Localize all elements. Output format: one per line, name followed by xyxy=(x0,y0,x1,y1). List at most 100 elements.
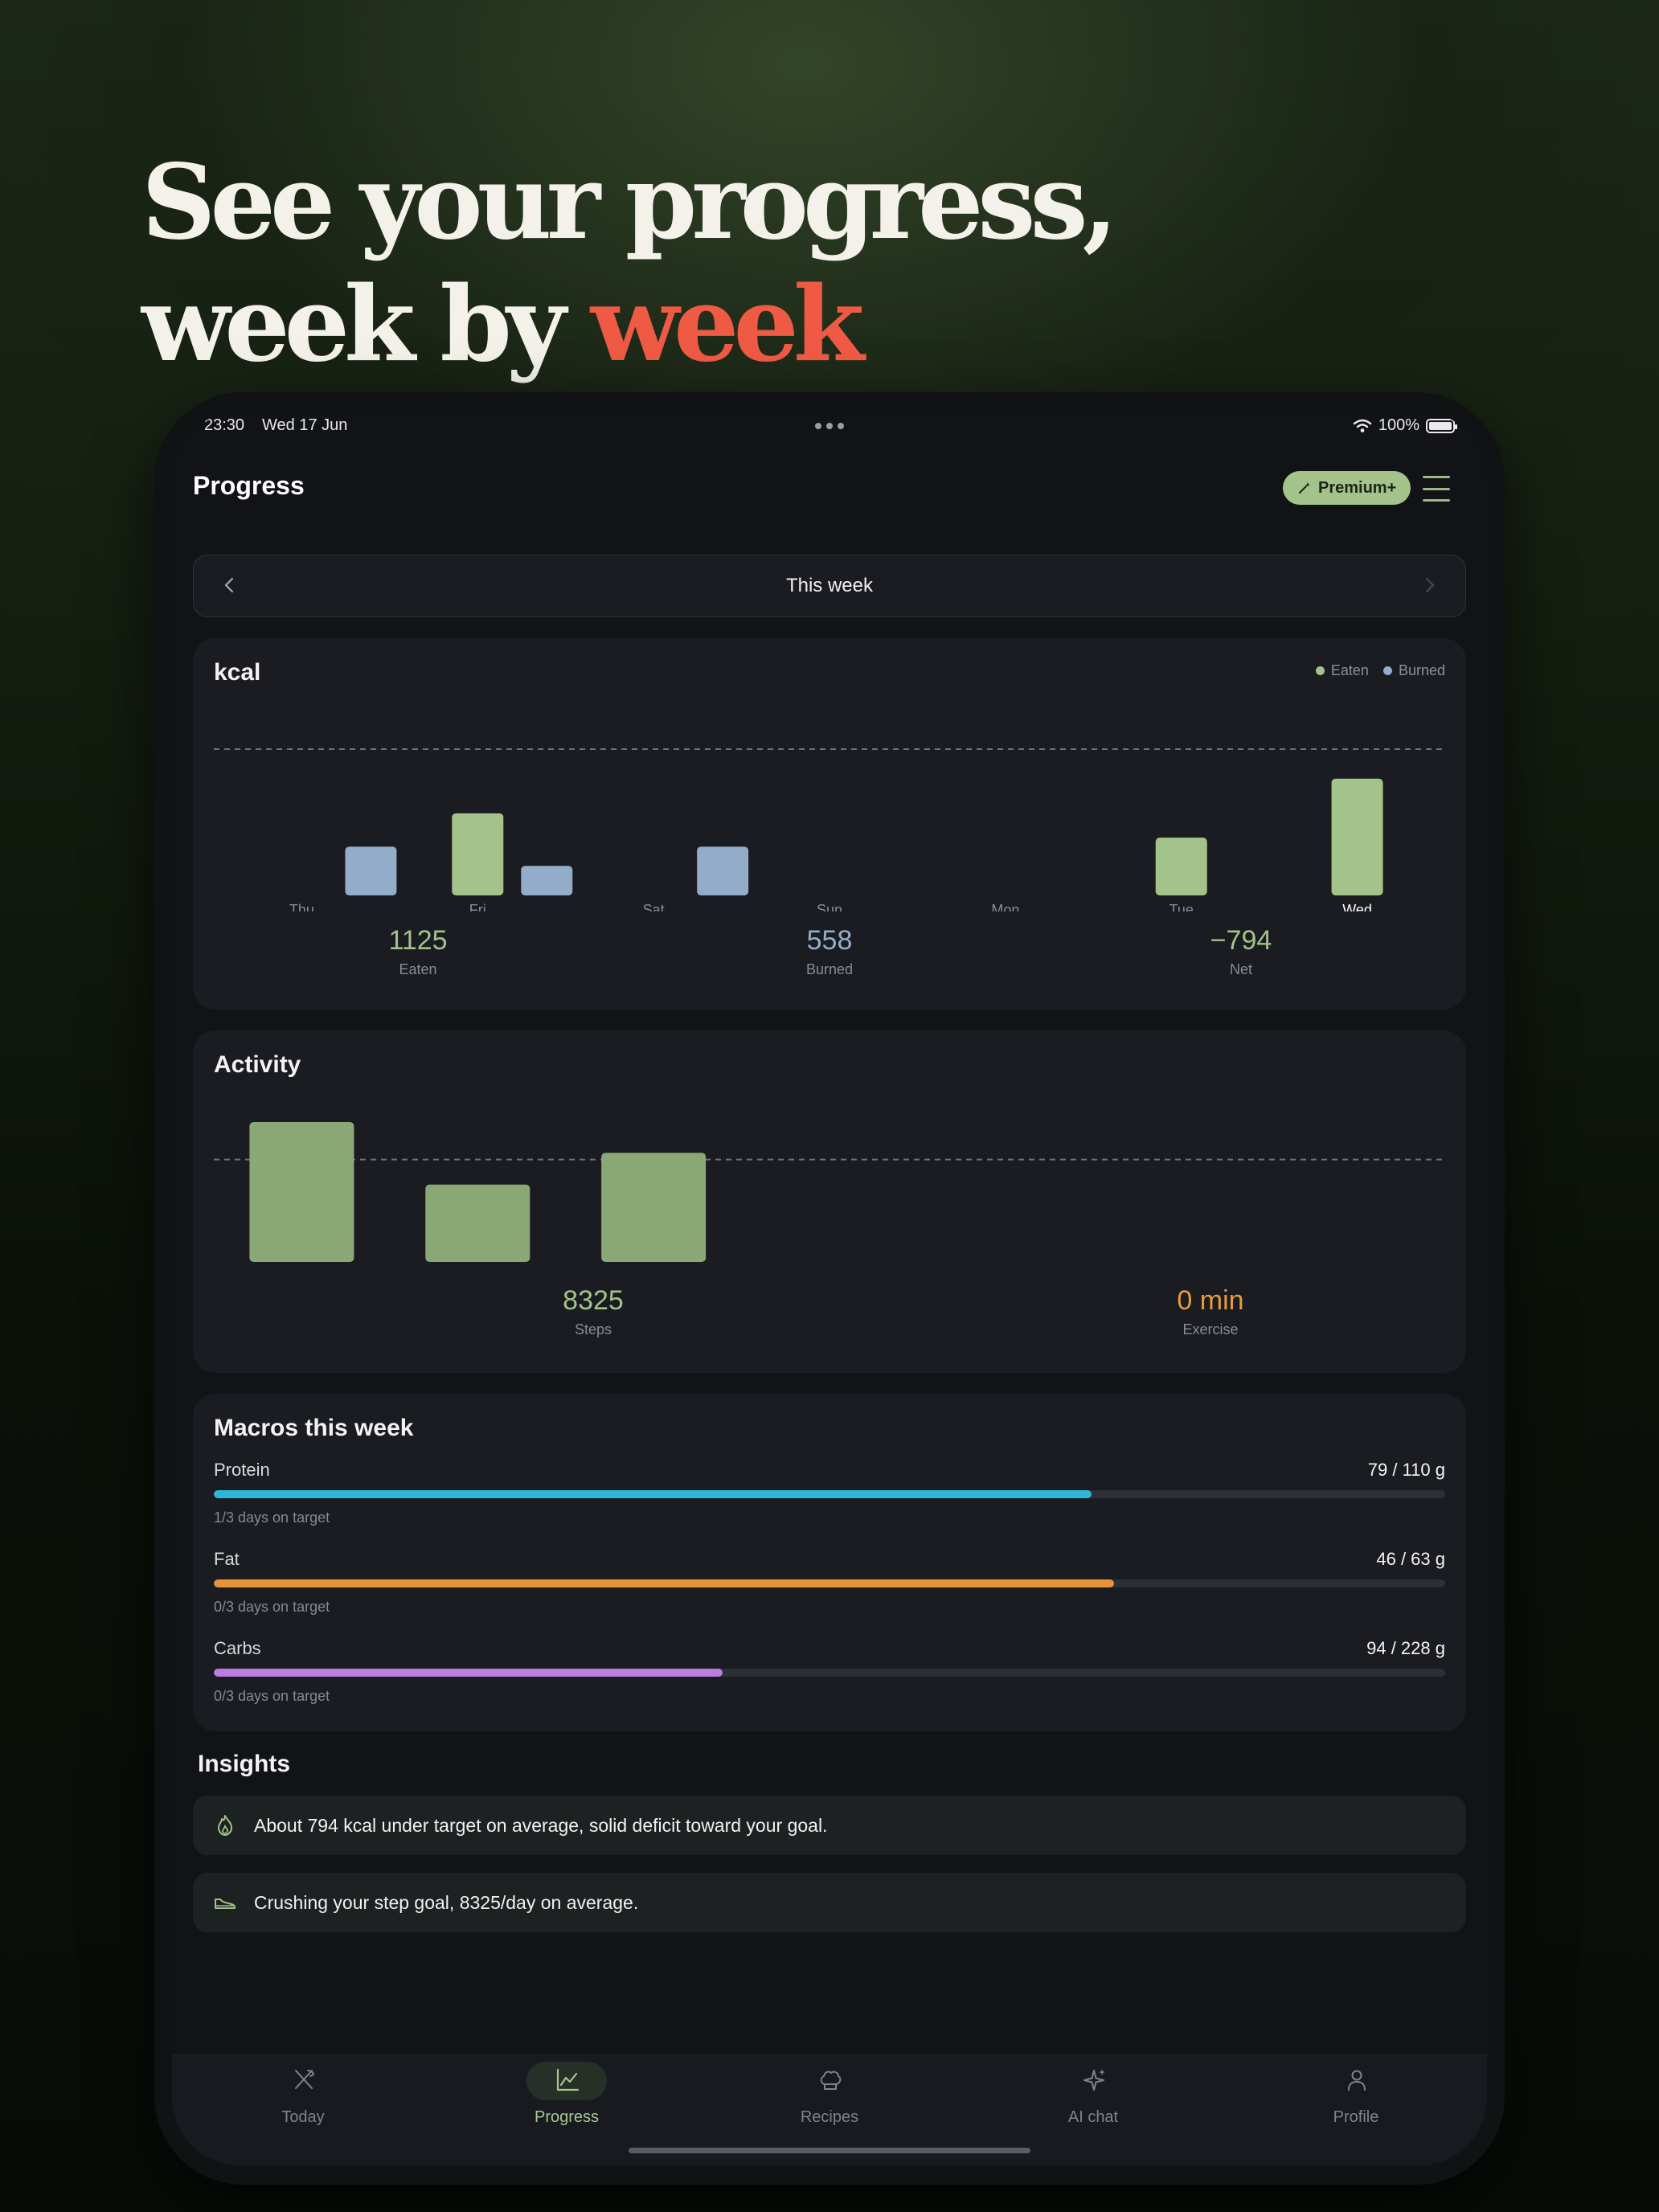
stat-exercise-value: 0 min xyxy=(1177,1285,1244,1316)
status-right: 100% xyxy=(1353,416,1457,435)
tab-profile[interactable]: Profile xyxy=(1276,2055,1436,2165)
status-bar: 23:30 Wed 17 Jun 100% xyxy=(172,412,1487,440)
headline-line-1: See your progress, xyxy=(141,142,1118,263)
tab-highlight xyxy=(526,2062,607,2100)
stat-net: −794 Net xyxy=(1120,924,1362,978)
multitasking-dots-icon[interactable] xyxy=(815,423,844,429)
bar-burned-thu xyxy=(345,846,397,895)
stat-eaten: 1125 Eaten xyxy=(297,924,539,978)
stat-burned: 558 Burned xyxy=(709,924,950,978)
bar-burned-sat xyxy=(697,846,749,895)
magic-wand-icon xyxy=(1299,482,1310,494)
headline-line-2: week by week xyxy=(141,264,1347,386)
macro-value: 94 / 228 g xyxy=(1366,1638,1445,1658)
macro-name: Carbs xyxy=(214,1638,261,1658)
x-tick-label: Wed xyxy=(1342,902,1372,911)
macro-progress-track xyxy=(214,1579,1445,1587)
macro-progress-track xyxy=(214,1490,1445,1498)
macro-target-days: 1/3 days on target xyxy=(214,1509,330,1526)
bar-steps-thu xyxy=(249,1122,354,1262)
x-tick-label: Tue xyxy=(1169,902,1194,911)
x-tick-label: Fri xyxy=(469,902,486,911)
tab-bar: Today Progress Recipes AI chat xyxy=(172,2054,1487,2165)
macro-progress-track xyxy=(214,1669,1445,1677)
legend-burned: Burned xyxy=(1382,662,1445,679)
bar-eaten-fri xyxy=(452,813,504,895)
kcal-card-title: kcal xyxy=(214,659,261,686)
macro-progress-fill xyxy=(214,1669,723,1677)
legend-burned-label: Burned xyxy=(1398,662,1445,678)
stat-net-value: −794 xyxy=(1210,925,1272,956)
tab-label: Recipes xyxy=(800,2108,859,2126)
x-tick-label: Thu xyxy=(289,902,314,911)
battery-icon xyxy=(1426,418,1457,433)
bar-eaten-tue xyxy=(1155,838,1207,895)
flame-icon xyxy=(218,1815,232,1836)
tab-recipes[interactable]: Recipes xyxy=(749,2055,910,2165)
tab-label: Profile xyxy=(1333,2108,1379,2126)
chevron-right-icon[interactable] xyxy=(1417,573,1441,597)
bar-steps-sat xyxy=(601,1153,707,1262)
stat-eaten-label: Eaten xyxy=(399,961,437,977)
tab-ai-chat[interactable]: AI chat xyxy=(1013,2055,1174,2165)
stat-net-label: Net xyxy=(1229,961,1252,977)
bar-burned-fri xyxy=(521,866,573,895)
page-title: Progress xyxy=(193,471,305,500)
headline-line-2-start: week by xyxy=(141,264,591,385)
battery-percent: 100% xyxy=(1378,416,1419,434)
premium-button[interactable]: Premium+ xyxy=(1283,471,1411,505)
tab-label: AI chat xyxy=(1067,2108,1119,2126)
macro-progress-fill xyxy=(214,1490,1092,1498)
insight-text: About 794 kcal under target on average, … xyxy=(254,1815,828,1836)
sparkle-icon xyxy=(1083,2069,1105,2091)
legend-eaten-label: Eaten xyxy=(1330,662,1369,678)
stat-steps-label: Steps xyxy=(574,1321,612,1337)
stat-steps: 8325 Steps xyxy=(473,1284,714,1338)
shoe-icon xyxy=(215,1899,236,1909)
app-screen: 23:30 Wed 17 Jun 100% Progress Premium+ … xyxy=(172,412,1487,2165)
home-indicator[interactable] xyxy=(629,2148,1030,2153)
wifi-icon xyxy=(1353,419,1372,432)
macro-value: 79 / 110 g xyxy=(1367,1460,1445,1480)
chevron-left-icon[interactable] xyxy=(218,573,242,597)
week-selector: This week xyxy=(193,555,1466,617)
status-date: Wed 17 Jun xyxy=(262,416,348,434)
premium-label: Premium+ xyxy=(1318,478,1397,497)
utensils-icon xyxy=(295,2070,315,2089)
tab-label: Today xyxy=(281,2108,325,2126)
stat-eaten-value: 1125 xyxy=(388,925,448,956)
headline: See your progress, week by week xyxy=(141,141,1347,386)
kcal-legend: Eaten Burned xyxy=(1315,662,1445,679)
stat-exercise: 0 min Exercise xyxy=(1090,1284,1331,1338)
insight-card: About 794 kcal under target on average, … xyxy=(193,1796,1466,1855)
macros-card-title: Macros this week xyxy=(214,1415,414,1441)
stat-burned-label: Burned xyxy=(805,961,854,977)
insight-text: Crushing your step goal, 8325/day on ave… xyxy=(254,1892,639,1913)
macro-name: Fat xyxy=(214,1549,240,1569)
tab-progress[interactable]: Progress xyxy=(486,2055,647,2165)
chef-hat-icon xyxy=(820,2071,842,2090)
week-label: This week xyxy=(785,575,874,596)
macros-card: Macros this week Protein 79 / 110 g 1/3 … xyxy=(193,1394,1466,1731)
macro-target-days: 0/3 days on target xyxy=(214,1688,330,1704)
macro-progress-fill xyxy=(214,1579,1114,1587)
x-tick-label: Sun xyxy=(817,902,842,911)
x-tick-label: Sat xyxy=(643,902,665,911)
macro-name: Protein xyxy=(214,1460,270,1480)
stat-steps-value: 8325 xyxy=(563,1285,624,1316)
kcal-card: kcal Eaten Burned Thu Fri Sat Sun Mon Tue Wed … xyxy=(193,638,1466,1010)
stat-exercise-label: Exercise xyxy=(1182,1321,1239,1337)
menu-icon[interactable] xyxy=(1423,476,1450,502)
person-icon xyxy=(1348,2070,1366,2091)
macro-target-days: 0/3 days on target xyxy=(214,1599,330,1615)
headline-accent-word: week xyxy=(590,264,865,385)
tab-today[interactable]: Today xyxy=(223,2055,383,2165)
macro-value: 46 / 63 g xyxy=(1376,1549,1445,1569)
kcal-chart: Thu Fri Sat Sun Mon Tue Wed xyxy=(214,748,1445,911)
x-tick-label: Mon xyxy=(991,902,1019,911)
status-time: 23:30 xyxy=(204,416,245,434)
insights-title: Insights xyxy=(198,1751,291,1777)
legend-eaten: Eaten xyxy=(1315,662,1369,679)
